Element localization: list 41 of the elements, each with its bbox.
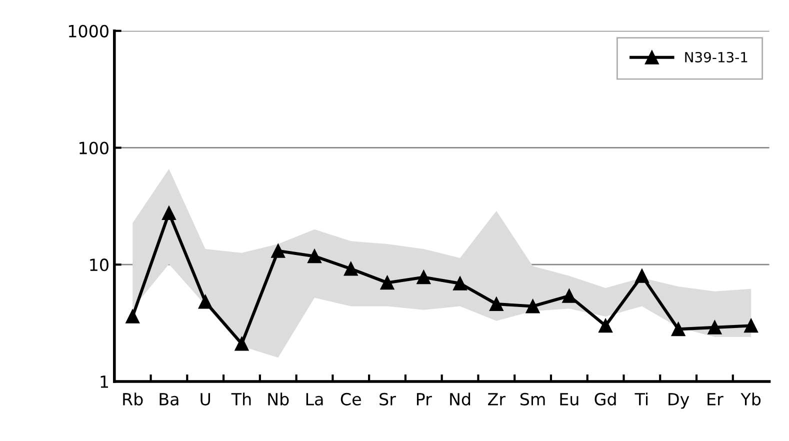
x-tick-label: Th [231,392,251,406]
y-tick-label: 10 [90,258,108,272]
point [453,276,467,290]
legend-label: N39-13-1 [685,52,748,62]
x-tick-label: Dy [668,393,690,409]
x-tick-label: Nb [268,392,289,406]
point [344,262,358,276]
point [308,249,322,264]
point [708,320,722,334]
x-tick-label: Nd [450,392,470,406]
point [526,299,540,314]
y-tick-label: 100 [80,142,108,154]
x-tick-label: Gd [594,392,616,406]
point [744,318,758,333]
point [234,336,249,351]
x-tick-label: Rb [123,392,143,406]
point [562,288,576,303]
point [671,322,686,336]
point [598,318,612,333]
point [162,206,176,220]
x-tick-label: Ba [160,393,178,406]
x-tick-label: U [200,393,210,406]
x-tick-label: Pr [416,393,432,406]
point [126,310,140,324]
y-tick-label: 1 [100,376,108,388]
y-tick-label: 1000 [68,24,108,38]
x-tick-label: Ce [340,392,361,406]
x-tick-label: Er [708,393,724,406]
x-tick-label: Ti [634,392,648,406]
point [380,276,394,290]
x-tick-label: Sm [520,392,545,406]
point [634,268,649,283]
x-tick-label: Eu [560,393,578,406]
point [489,297,504,311]
x-tick-label: La [306,393,323,406]
point [271,244,286,258]
x-tick-label: Zr [488,393,506,406]
point [198,294,212,309]
x-tick-label: Sr [380,392,396,406]
x-tick-label: Yb [740,392,761,406]
point [416,270,431,284]
